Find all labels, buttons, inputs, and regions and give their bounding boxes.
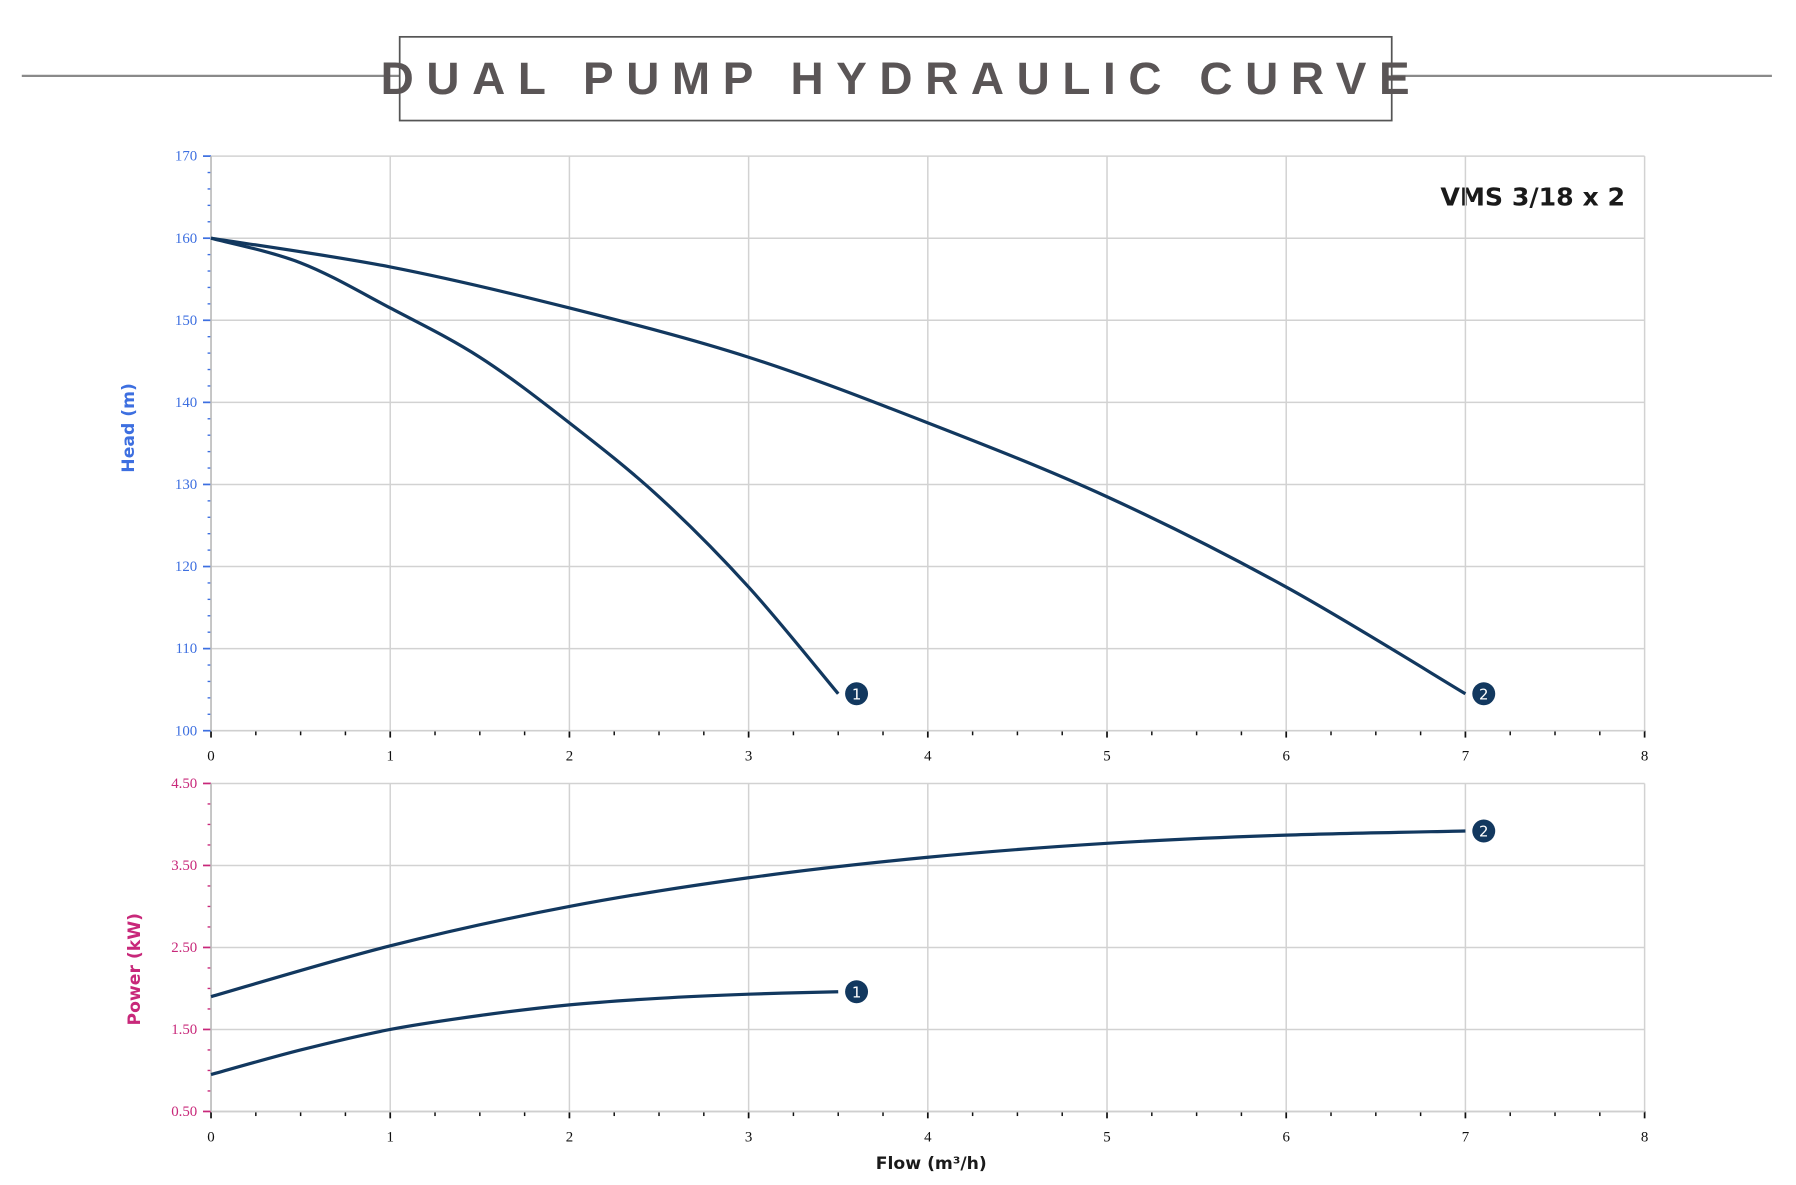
flow-axis-label: Flow (m³/h)	[876, 1154, 987, 1174]
y-tick-label: 100	[175, 723, 197, 739]
head-curve-1	[210, 236, 840, 695]
curve-marker-label: 2	[1479, 823, 1488, 841]
y-tick-label: 160	[175, 231, 197, 247]
x-tick-label: 0	[207, 1129, 214, 1145]
x-tick-label: 8	[1641, 749, 1648, 765]
x-tick-label: 5	[1103, 749, 1110, 765]
power-chart: 0 1 2 3 4 5 6 7 8 0.50 1.50 2.50 3.50 4.50 1 2	[171, 776, 1648, 1145]
y-tick-label: 4.50	[171, 776, 197, 792]
x-tick-label: 4	[924, 1129, 932, 1145]
title-box	[398, 35, 1393, 122]
y-tick-label: 170	[175, 149, 197, 165]
x-tick-label: 6	[1282, 749, 1289, 765]
x-tick-label: 2	[566, 749, 573, 765]
curve-marker-label: 2	[1479, 685, 1488, 703]
x-tick-label: 7	[1462, 1129, 1470, 1145]
y-tick-label: 3.50	[171, 858, 197, 874]
curve-marker-1	[845, 980, 869, 1004]
y-tick-label: 120	[175, 559, 197, 575]
power-curve-2	[210, 829, 1466, 999]
head-axis-label: Head (m)	[119, 383, 139, 473]
x-tick-label: 3	[745, 749, 752, 765]
y-tick-label: 150	[175, 313, 197, 329]
x-tick-label: 2	[566, 1129, 573, 1145]
x-tick-label: 1	[386, 1129, 393, 1145]
y-tick-label: 2.50	[171, 940, 197, 956]
curve-marker-2	[1472, 819, 1496, 843]
x-tick-label: 7	[1462, 749, 1470, 765]
x-tick-label: 0	[207, 749, 214, 765]
x-tick-label: 1	[386, 749, 393, 765]
chart-title: DUAL PUMP HYDRAULIC CURVE	[381, 52, 1423, 104]
curve-marker-label: 1	[852, 983, 861, 1001]
power-curve-1	[210, 990, 839, 1077]
x-tick-label: 4	[924, 749, 932, 765]
x-tick-label: 3	[745, 1129, 752, 1145]
x-tick-label: 5	[1103, 1129, 1110, 1145]
y-tick-label: 130	[175, 477, 197, 493]
x-tick-label: 8	[1641, 1129, 1648, 1145]
power-axis-label: Power (kW)	[125, 913, 145, 1026]
y-tick-label: 110	[175, 641, 197, 657]
curve-marker-2	[1472, 682, 1496, 706]
head-curve-2	[210, 236, 1467, 696]
model-label: VMS 3/18 x 2	[1440, 182, 1625, 211]
curve-marker-1	[845, 682, 869, 706]
curve-marker-label: 1	[852, 685, 861, 703]
y-tick-label: 140	[175, 395, 197, 411]
y-tick-label: 0.50	[171, 1104, 197, 1120]
head-chart: 0 1 2 3 4 5 6 7 8 100 110 120 130 140 150 160 170 1 2	[175, 149, 1648, 765]
x-tick-label: 6	[1282, 1129, 1289, 1145]
y-tick-label: 1.50	[171, 1022, 197, 1038]
